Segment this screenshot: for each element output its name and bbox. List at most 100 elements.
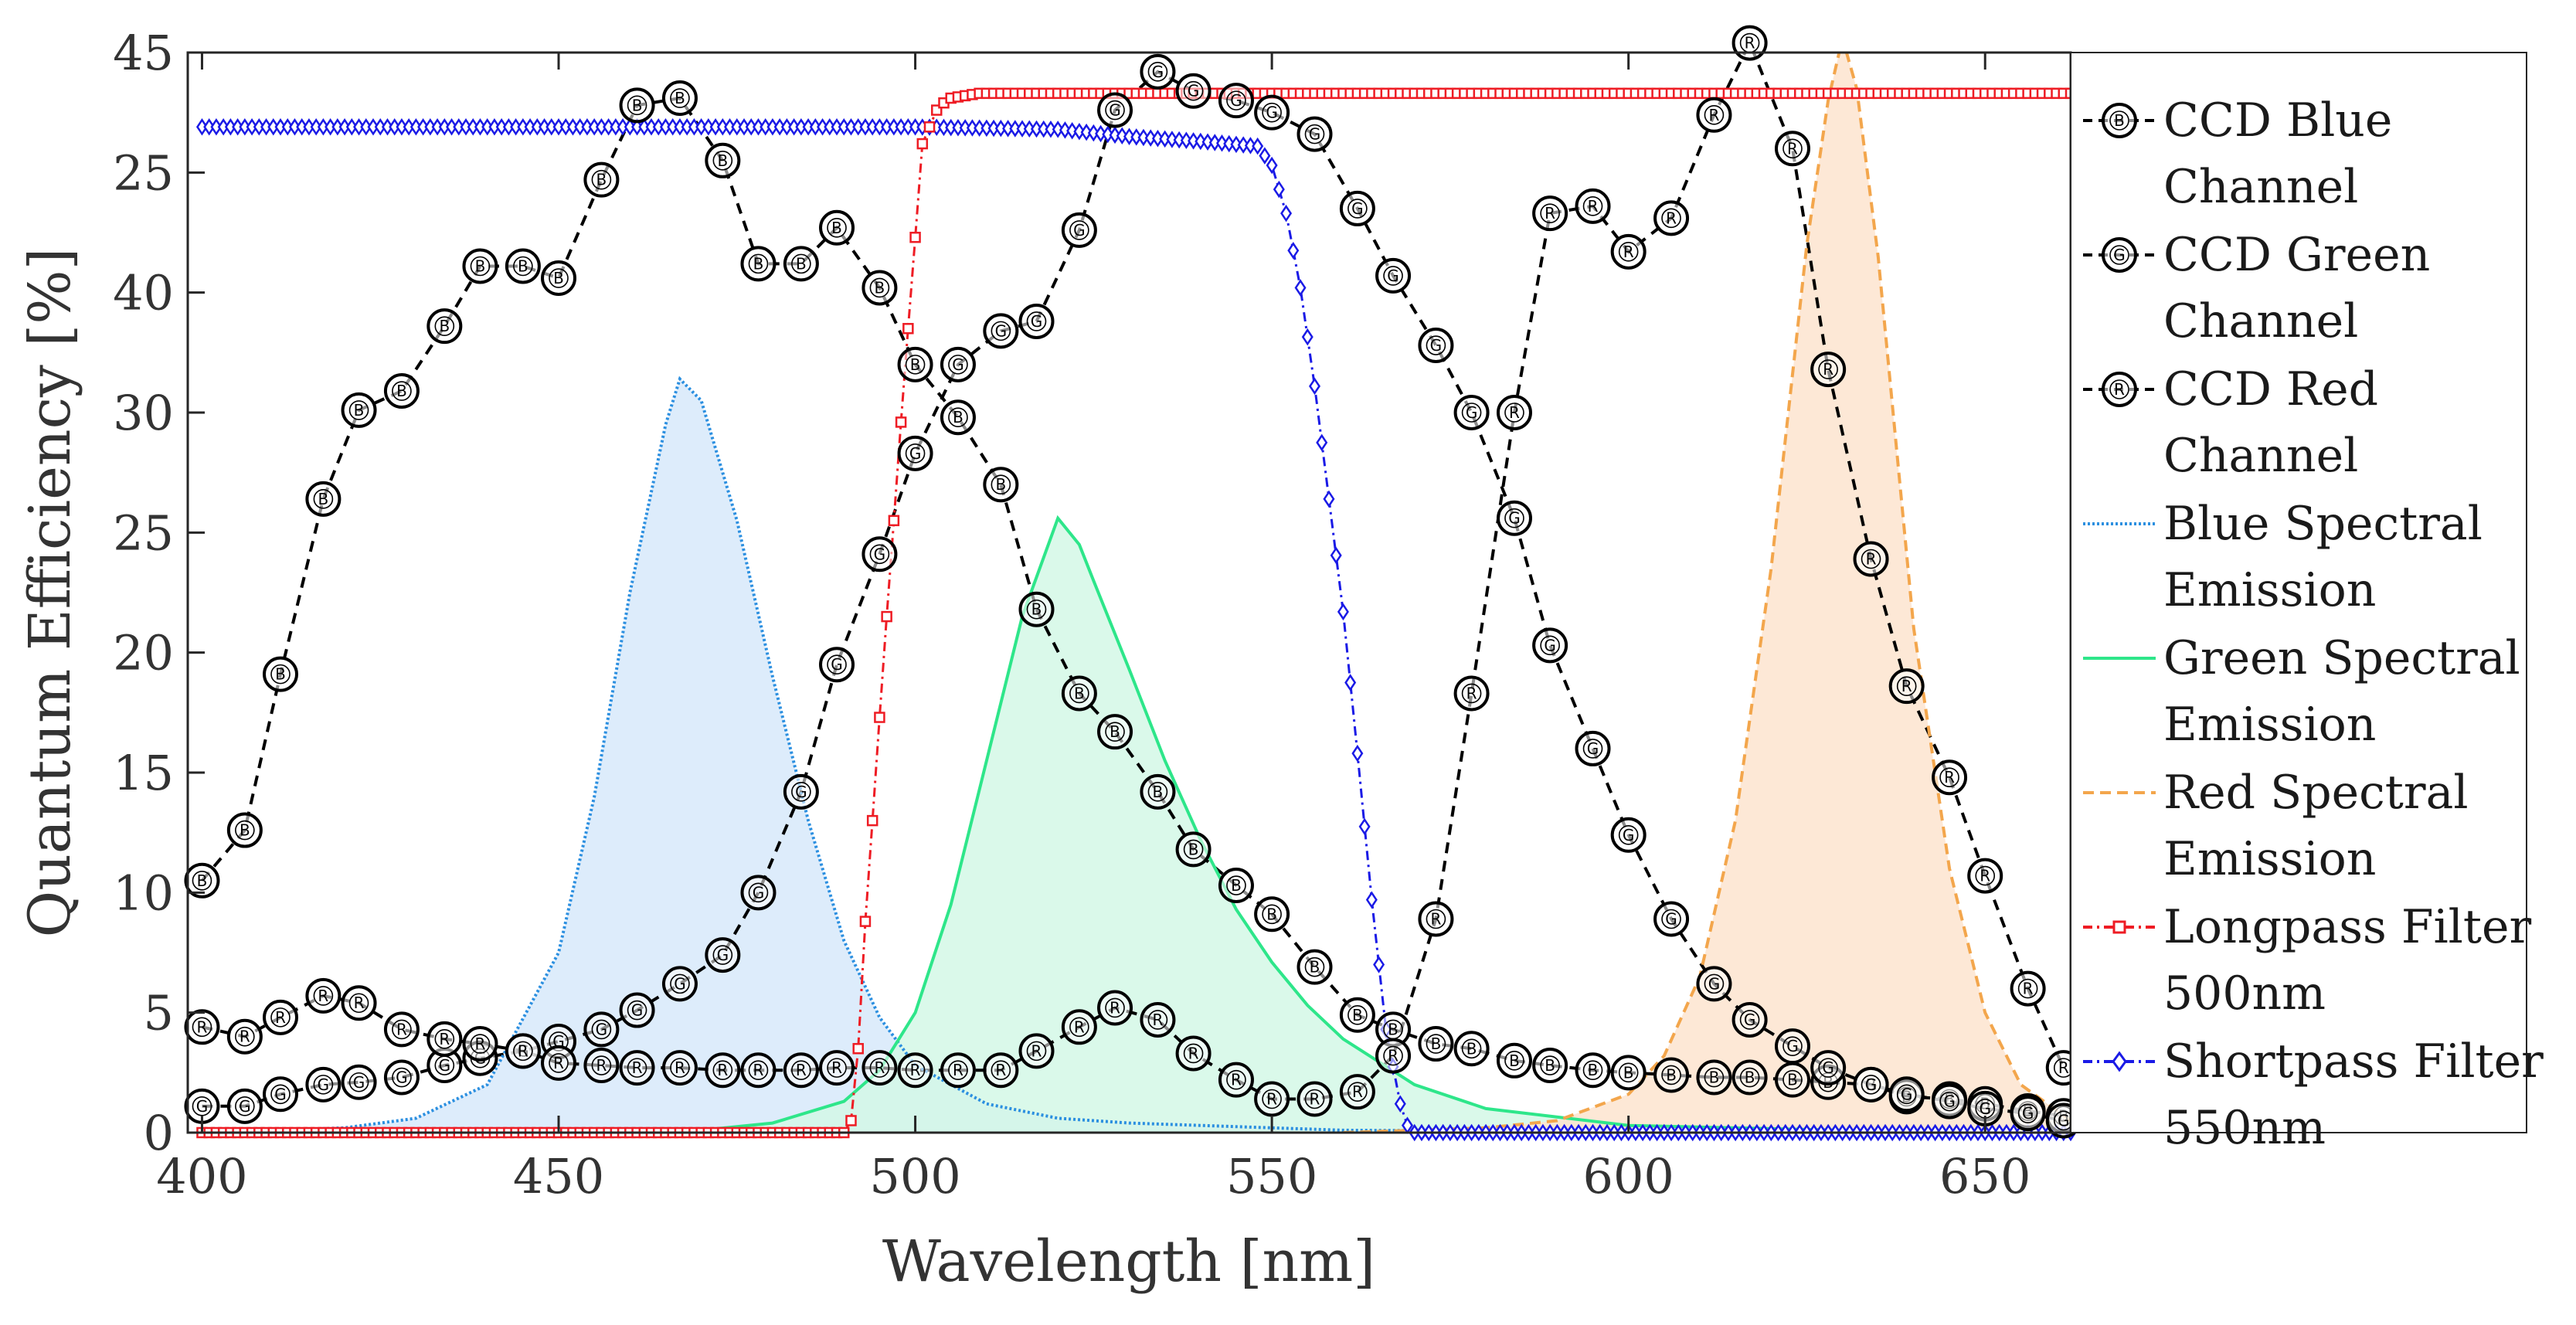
ccd-green-channel-marker-circle (1888, 1076, 1925, 1113)
ccd-blue-channel-marker: B (1453, 1031, 1490, 1067)
ccd-green-channel-marker: G (263, 1076, 299, 1113)
ccd-green-channel-marker-inner-ring (712, 945, 733, 965)
ccd-green-channel-marker-letter: G (1230, 91, 1242, 110)
ccd-green-channel-marker-inner-ring (235, 1096, 255, 1116)
shortpass-marker (1201, 133, 1214, 151)
ccd-red-channel-marker-letter: R (1110, 998, 1120, 1017)
ccd-green-channel-marker-inner-ring (1782, 1036, 1803, 1056)
ccd-blue-channel-marker-inner-ring (313, 489, 334, 509)
ccd-green-channel-marker-inner-ring (591, 1019, 612, 1040)
ccd-red-channel-marker-inner-ring (869, 1058, 890, 1078)
ccd-red-channel-marker-inner-ring (313, 986, 334, 1006)
ccd-red-channel-marker-circle (1018, 1033, 1055, 1069)
legend-label-line1: Red Spectral (2163, 766, 2469, 820)
shortpass-marker (1151, 129, 1164, 148)
ccd-red-channel-marker: R (1418, 901, 1454, 937)
ccd-green-channel-marker-circle (1610, 817, 1647, 853)
legend-label-line2: Emission (2163, 563, 2376, 617)
ccd-green-channel-marker: G (705, 937, 741, 973)
shortpass-marker (1266, 156, 1278, 175)
ccd-blue-channel-marker-inner-ring (1304, 956, 1325, 977)
ccd-blue-channel-marker-letter: B (1266, 905, 1277, 923)
ccd-red-channel-marker-circle (263, 999, 299, 1035)
longpass-marker (881, 610, 892, 623)
ccd-green-channel-marker-circle (1853, 1066, 1889, 1102)
ccd-red-channel-marker-letter: R (1430, 910, 1441, 929)
ccd-red-channel-marker-inner-ring (192, 1017, 212, 1038)
ccd-red-channel-marker-circle (427, 1021, 463, 1057)
ccd-red-channel-marker-inner-ring (1383, 1045, 1403, 1066)
ccd-green-channel-marker-circle (983, 313, 1019, 349)
ccd-red-channel-marker: R (2010, 970, 2046, 1007)
ccd-red-channel-marker-inner-ring (270, 1007, 291, 1028)
ccd-blue-channel-marker: B (1418, 1026, 1454, 1062)
ccd-red-channel-marker-inner-ring (1861, 549, 1881, 569)
ccd-blue-channel-marker-circle (740, 246, 777, 282)
ccd-blue-channel-marker: B (940, 399, 976, 436)
shortpass-marker (1244, 137, 1256, 155)
ccd-blue-channel-marker-inner-ring (627, 95, 647, 116)
ccd-green-channel-marker: G (1532, 627, 1568, 664)
ccd-green-channel-marker-circle (383, 1059, 420, 1096)
shortpass-marker (1344, 674, 1357, 691)
ccd-blue-channel-marker-circle (1532, 1048, 1568, 1084)
ccd-blue-channel-marker-letter: B (518, 257, 528, 275)
legend-label-line1: Longpass Filter (2163, 900, 2531, 954)
ccd-red-channel-marker-inner-ring (1226, 1069, 1246, 1090)
ccd-red-channel-marker-inner-ring (235, 1026, 255, 1047)
ccd-blue-channel-marker-circle (897, 346, 933, 382)
ccd-red-channel-marker-circle (1532, 195, 1568, 232)
ccd-blue-channel-marker-letter: B (318, 490, 329, 508)
ccd-green-channel-marker-circle (1140, 53, 1176, 90)
ccd-blue-channel-marker: B (1496, 1042, 1532, 1079)
ccd-red-channel-marker-letter: R (354, 994, 365, 1012)
ccd-green-channel-marker-circle (1696, 966, 1732, 1002)
ccd-red-channel-marker-letter: R (1866, 550, 1877, 569)
ccd-green-channel-marker: G (1932, 1083, 1968, 1119)
ccd-blue-channel-marker-circle (1731, 1059, 1768, 1096)
ccd-green-channel-marker-circle (1731, 1001, 1768, 1038)
ccd-green-channel-marker-inner-ring (270, 1084, 291, 1105)
legend-marker-ccd-green-circle (2102, 237, 2137, 273)
ccd-red-channel-marker-inner-ring (1347, 1082, 1368, 1102)
ccd-green-channel-marker-inner-ring (1262, 102, 1282, 123)
ccd-blue-channel-marker-letter: B (197, 871, 208, 890)
ccd-green-channel-marker: G (1218, 83, 1254, 119)
ccd-blue-channel-marker-circle (940, 399, 976, 436)
shortpass-marker (1137, 128, 1150, 147)
ccd-red-channel-marker-circle (2010, 970, 2046, 1007)
ccd-blue-channel-marker-inner-ring (1504, 1051, 1524, 1071)
ccd-blue-channel-marker-circle (1575, 1052, 1611, 1089)
legend-item-ccd-green: G CCD Green Channel (2083, 228, 2430, 348)
ccd-blue-channel-marker-inner-ring (1704, 1067, 1725, 1088)
ccd-red-channel-marker-inner-ring (1704, 104, 1725, 125)
ccd-red-channel-marker-inner-ring (1818, 359, 1838, 379)
ccd-blue-channel-marker-letter: B (910, 355, 921, 374)
ccd-red-channel-marker-inner-ring (392, 1019, 412, 1040)
ccd-green-channel-marker: G (1339, 190, 1375, 226)
x-axis-title: Wavelength [nm] (882, 1228, 1375, 1295)
ccd-red-channel-marker: R (1653, 200, 1690, 236)
ccd-red-channel-marker-circle (1696, 97, 1732, 133)
x-tick-label: 500 (869, 1148, 960, 1204)
longpass-marker (916, 138, 929, 150)
ccd-green-channel-marker-letter: G (2058, 1111, 2070, 1130)
ccd-red-channel-marker-letter: R (475, 1035, 486, 1053)
ccd-green-channel-marker-circle (341, 1064, 377, 1100)
ccd-green-channel-marker-circle (897, 435, 933, 471)
shortpass-marker (1080, 123, 1093, 141)
shortpass-marker (1166, 131, 1178, 148)
legend-item-blue-emission: Blue Spectral Emission (2083, 497, 2483, 617)
ccd-green-channel-marker-letter: G (1351, 199, 1364, 218)
ccd-red-channel-marker: R (619, 1050, 655, 1086)
ccd-red-channel-marker-inner-ring (791, 1060, 811, 1081)
ccd-green-channel-marker-letter: G (596, 1020, 608, 1038)
ccd-green-channel-marker: G (2010, 1096, 2046, 1132)
ccd-blue-channel-marker: B (661, 80, 698, 117)
ccd-green-channel-marker-circle (1218, 83, 1254, 119)
ccd-blue-channel-marker-inner-ring (1147, 782, 1168, 802)
ccd-blue-channel-marker-letter: B (1110, 722, 1120, 741)
ccd-blue-channel-marker-letter: B (632, 96, 643, 114)
shortpass-marker (1123, 127, 1136, 145)
ccd-blue-channel-marker-inner-ring (1461, 1038, 1482, 1059)
